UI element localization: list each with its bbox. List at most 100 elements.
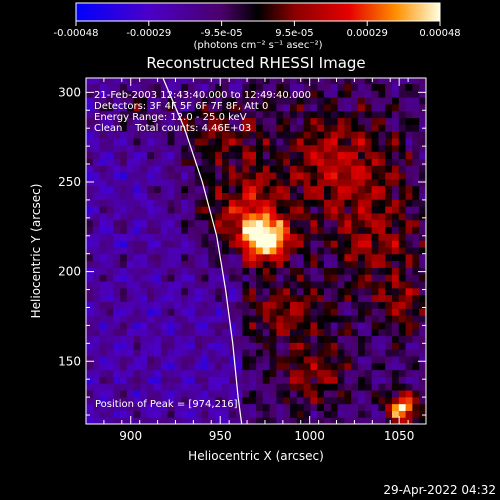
heatmap-cell bbox=[188, 83, 196, 91]
heatmap-cell bbox=[419, 219, 426, 228]
heatmap-cell bbox=[235, 315, 243, 323]
heatmap-cell bbox=[303, 389, 311, 398]
heatmap-cell bbox=[228, 417, 237, 424]
heatmap-cell bbox=[242, 151, 250, 159]
heatmap-cell bbox=[140, 192, 148, 200]
heatmap-cell bbox=[426, 356, 433, 363]
heatmap-cell bbox=[106, 355, 114, 364]
heatmap-cell bbox=[385, 110, 393, 119]
heatmap-cell bbox=[228, 110, 237, 119]
heatmap-cell bbox=[194, 171, 203, 180]
heatmap-cell bbox=[276, 219, 284, 228]
heatmap-cell bbox=[269, 253, 277, 262]
heatmap-cell bbox=[140, 199, 148, 207]
heatmap-cell bbox=[99, 124, 107, 132]
heatmap-cell bbox=[188, 410, 196, 418]
heatmap-cell bbox=[106, 131, 114, 139]
heatmap-cell bbox=[412, 185, 420, 193]
heatmap-cell bbox=[92, 389, 101, 398]
colorbar-tick-label: -9.5e-05 bbox=[201, 28, 243, 39]
heatmap-cell bbox=[269, 158, 277, 166]
heatmap-cell bbox=[222, 396, 230, 405]
heatmap-cell bbox=[419, 349, 426, 357]
heatmap-cell bbox=[249, 294, 257, 302]
heatmap-cell bbox=[147, 137, 155, 146]
heatmap-cell bbox=[140, 383, 148, 391]
heatmap-cell bbox=[276, 403, 284, 411]
heatmap-cell bbox=[310, 219, 318, 228]
heatmap-cell bbox=[419, 362, 426, 371]
heatmap-cell bbox=[283, 396, 291, 405]
heatmap-cell bbox=[337, 97, 345, 105]
heatmap-cell bbox=[106, 349, 114, 357]
heatmap-cell bbox=[283, 362, 291, 371]
heatmap-cell bbox=[92, 233, 101, 241]
heatmap-cell bbox=[154, 240, 162, 248]
heatmap-cell bbox=[201, 417, 209, 424]
heatmap-cell bbox=[337, 389, 345, 398]
heatmap-cell bbox=[106, 383, 114, 391]
heatmap-cell bbox=[344, 171, 352, 180]
heatmap-cell bbox=[337, 137, 345, 146]
heatmap-cell bbox=[249, 280, 257, 289]
heatmap-cell bbox=[188, 389, 196, 398]
heatmap-cell bbox=[120, 192, 128, 200]
heatmap-cell bbox=[167, 165, 175, 173]
heatmap-cell bbox=[194, 253, 203, 262]
heatmap-cell bbox=[290, 342, 298, 350]
heatmap-cell bbox=[426, 342, 433, 349]
heatmap-cell bbox=[296, 137, 305, 146]
heatmap-cell bbox=[120, 110, 128, 119]
heatmap-cell bbox=[303, 274, 311, 282]
heatmap-cell bbox=[344, 110, 352, 119]
heatmap-cell bbox=[262, 103, 271, 112]
heatmap-cell bbox=[344, 410, 352, 418]
heatmap-cell bbox=[86, 349, 94, 357]
heatmap-cell bbox=[167, 403, 175, 411]
heatmap-cell bbox=[113, 233, 121, 241]
heatmap-cell bbox=[106, 124, 114, 132]
heatmap-cell bbox=[126, 410, 135, 418]
heatmap-cell bbox=[283, 376, 291, 384]
heatmap-cell bbox=[140, 158, 148, 166]
heatmap-cell bbox=[330, 90, 339, 98]
heatmap-cell bbox=[86, 192, 94, 200]
heatmap-cell bbox=[269, 410, 277, 418]
heatmap-cell bbox=[106, 90, 114, 98]
heatmap-cell bbox=[392, 301, 400, 309]
heatmap-cell bbox=[303, 151, 311, 159]
heatmap-cell bbox=[378, 90, 386, 98]
heatmap-cell bbox=[113, 206, 121, 214]
heatmap-cell bbox=[181, 90, 189, 98]
heatmap-cell bbox=[154, 131, 162, 139]
heatmap-cell bbox=[242, 226, 250, 234]
heatmap-cell bbox=[228, 178, 237, 187]
heatmap-cell bbox=[412, 165, 420, 173]
heatmap-cell bbox=[303, 90, 311, 98]
heatmap-cell bbox=[181, 335, 189, 343]
heatmap-cell bbox=[364, 199, 373, 207]
heatmap-cell bbox=[364, 97, 373, 105]
heatmap-cell bbox=[249, 274, 257, 282]
heatmap-cell bbox=[310, 185, 318, 193]
heatmap-cell bbox=[235, 144, 243, 153]
heatmap-cell bbox=[126, 233, 135, 241]
heatmap-cell bbox=[99, 321, 107, 330]
heatmap-cell bbox=[167, 206, 175, 214]
heatmap-cell bbox=[120, 185, 128, 193]
heatmap-cell bbox=[303, 403, 311, 411]
heatmap-cell bbox=[99, 260, 107, 268]
heatmap-cell bbox=[160, 219, 169, 228]
heatmap-cell bbox=[317, 362, 325, 371]
heatmap-cell bbox=[317, 403, 325, 411]
heatmap-cell bbox=[398, 246, 407, 255]
heatmap-cell bbox=[371, 274, 379, 282]
heatmap-cell bbox=[262, 417, 271, 424]
annotation-block: 21-Feb-2003 12:43:40.000 to 12:49:40.000… bbox=[94, 90, 311, 134]
heatmap-cell bbox=[324, 83, 332, 91]
heatmap-cell bbox=[405, 90, 413, 98]
heatmap-cell bbox=[99, 355, 107, 364]
heatmap-cell bbox=[92, 308, 101, 316]
heatmap-cell bbox=[419, 294, 426, 302]
heatmap-cell bbox=[412, 206, 420, 214]
